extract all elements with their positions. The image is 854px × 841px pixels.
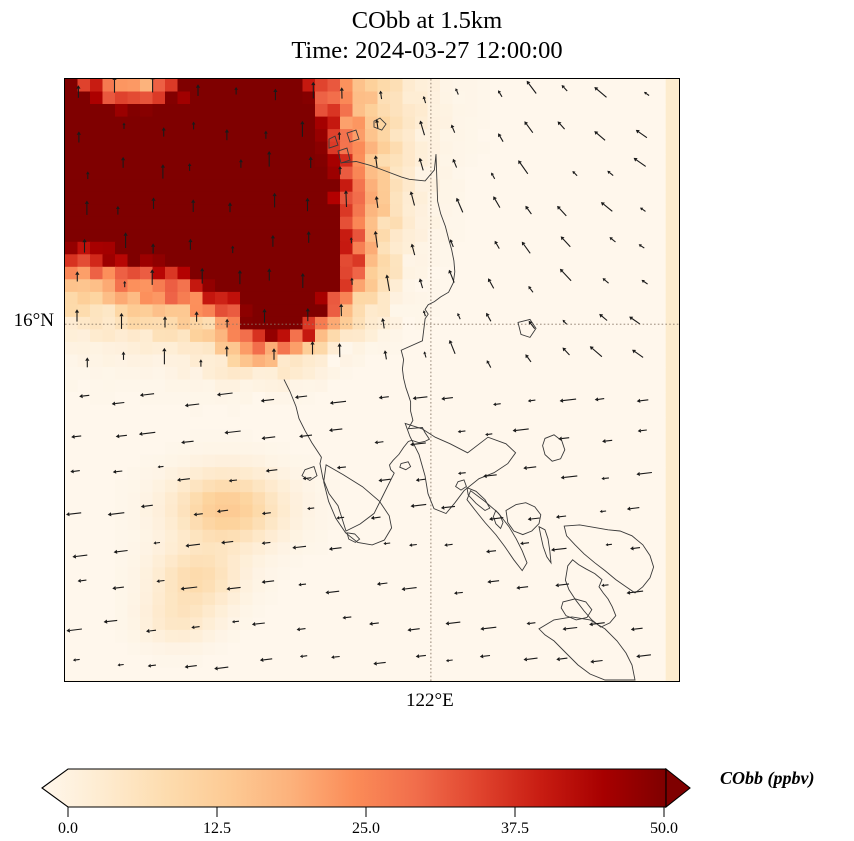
svg-text:0.0: 0.0 <box>58 820 78 836</box>
svg-text:50.0: 50.0 <box>650 820 678 836</box>
svg-text:12.5: 12.5 <box>203 820 231 836</box>
svg-text:25.0: 25.0 <box>352 820 380 836</box>
svg-text:37.5: 37.5 <box>501 820 529 836</box>
